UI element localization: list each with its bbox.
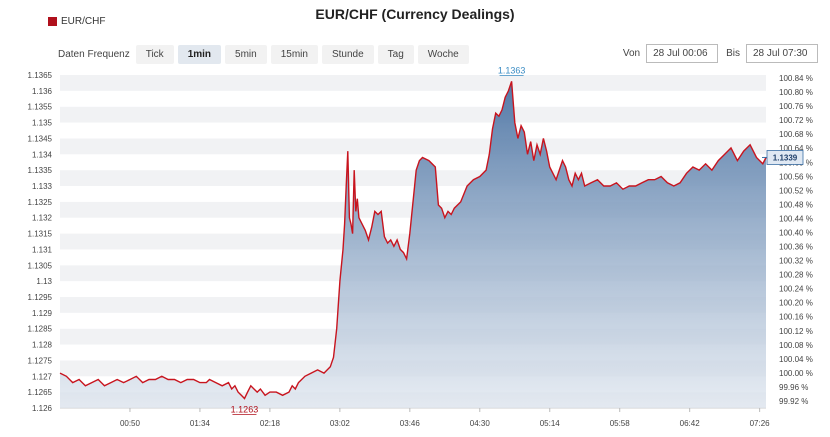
freq-button-15min[interactable]: 15min: [270, 45, 318, 64]
y-left-tick-label: 1.1335: [28, 166, 53, 175]
x-tick-label: 06:42: [680, 419, 701, 428]
freq-button-tag[interactable]: Tag: [377, 45, 414, 64]
freq-button-tick[interactable]: Tick: [135, 45, 174, 64]
grid-band: [60, 154, 766, 171]
y-left-tick-label: 1.1365: [28, 71, 53, 80]
y-left-tick-label: 1.133: [32, 182, 53, 191]
y-right-tick-label: 100.20 %: [779, 299, 813, 308]
y-right-tick-label: 100.76 %: [779, 102, 813, 111]
legend[interactable]: EUR/CHF: [48, 16, 105, 27]
frequency-label: Daten Frequenz: [58, 49, 130, 60]
from-date-input[interactable]: 28 Jul 00:06: [646, 44, 719, 63]
grid-band: [60, 90, 766, 107]
freq-button-1min[interactable]: 1min: [177, 45, 222, 64]
freq-button-5min[interactable]: 5min: [225, 45, 267, 64]
x-tick-label: 02:18: [260, 419, 281, 428]
grid-band: [60, 75, 766, 91]
grid-band: [60, 170, 766, 186]
y-right-tick-label: 100.00 %: [779, 369, 813, 378]
y-left-tick-label: 1.126: [32, 404, 53, 413]
x-tick-label: 01:34: [190, 419, 211, 428]
y-left-tick-label: 1.1315: [28, 230, 53, 239]
y-left-tick-label: 1.127: [32, 372, 53, 381]
current-value-box: [766, 150, 804, 165]
x-tick-label: 07:26: [750, 419, 771, 428]
frequency-controls: Daten Frequenz Tick 1min 5min 15min Stun…: [58, 45, 473, 64]
y-left-tick-label: 1.1325: [28, 198, 53, 207]
y-left-tick-label: 1.1355: [28, 103, 53, 112]
y-right-tick-label: 100.08 %: [779, 341, 813, 350]
y-right-tick-label: 100.44 %: [779, 214, 813, 223]
grid-band: [60, 138, 766, 155]
x-tick-label: 03:46: [400, 419, 421, 428]
y-left-tick-label: 1.129: [32, 309, 53, 318]
y-right-tick-label: 100.32 %: [779, 257, 813, 266]
y-right-tick-label: 99.96 %: [779, 383, 808, 392]
y-left-tick-label: 1.1285: [28, 325, 53, 334]
x-tick-label: 05:58: [610, 419, 631, 428]
price-area: [60, 81, 766, 409]
y-right-tick-label: 100.36 %: [779, 243, 813, 252]
x-tick-label: 05:14: [540, 419, 561, 428]
y-right-tick-label: 100.04 %: [779, 355, 813, 364]
y-left-tick-label: 1.134: [32, 150, 53, 159]
legend-label: EUR/CHF: [61, 16, 106, 27]
y-left-tick-label: 1.1345: [28, 134, 53, 143]
y-left-tick-label: 1.1295: [28, 293, 53, 302]
y-right-tick-label: 100.16 %: [779, 313, 813, 322]
y-right-tick-label: 100.84 %: [779, 74, 813, 83]
date-range: Von 28 Jul 00:06 Bis 28 Jul 07:30: [623, 44, 818, 63]
y-left-tick-label: 1.1275: [28, 356, 53, 365]
x-tick-label: 04:30: [470, 419, 491, 428]
y-left-tick-label: 1.1305: [28, 261, 53, 270]
from-label: Von: [622, 48, 641, 59]
y-right-tick-label: 100.12 %: [779, 327, 813, 336]
current-value-label: 1.1339: [773, 153, 798, 162]
legend-swatch: [48, 17, 57, 26]
y-left-tick-label: 1.135: [32, 119, 53, 128]
to-date-input[interactable]: 28 Jul 07:30: [746, 44, 818, 63]
y-right-tick-label: 100.80 %: [779, 88, 813, 97]
x-tick-label: 00:50: [120, 419, 141, 428]
y-left-tick-label: 1.131: [32, 245, 53, 254]
freq-button-woche[interactable]: Woche: [417, 45, 469, 64]
y-right-tick-label: 100.52 %: [779, 186, 813, 195]
price-line: [59, 81, 767, 400]
y-right-tick-label: 100.40 %: [779, 228, 813, 237]
grid-band: [60, 122, 766, 139]
x-tick-label: 03:02: [330, 419, 351, 428]
y-right-tick-label: 100.64 %: [779, 144, 813, 153]
extreme-value-label: 1.1363: [498, 65, 526, 75]
y-right-tick-label: 100.24 %: [779, 285, 813, 294]
chart-title: EUR/CHF (Currency Dealings): [315, 6, 515, 22]
grid-band: [60, 106, 766, 123]
y-right-tick-label: 100.48 %: [779, 200, 813, 209]
to-label: Bis: [726, 48, 740, 59]
y-left-tick-label: 1.128: [32, 341, 53, 350]
y-right-tick-label: 100.72 %: [779, 116, 813, 125]
y-right-tick-label: 100.28 %: [779, 271, 813, 280]
y-left-tick-label: 1.1265: [28, 388, 53, 397]
y-right-tick-label: 100.68 %: [779, 130, 813, 139]
y-right-tick-label: 100.56 %: [779, 172, 813, 181]
y-left-tick-label: 1.13: [36, 277, 52, 286]
freq-button-stunde[interactable]: Stunde: [321, 45, 374, 64]
y-right-tick-label: 99.92 %: [779, 397, 808, 406]
y-left-tick-label: 1.132: [32, 214, 53, 223]
extreme-value-label: 1.1263: [231, 404, 259, 414]
y-left-tick-label: 1.136: [32, 87, 53, 96]
